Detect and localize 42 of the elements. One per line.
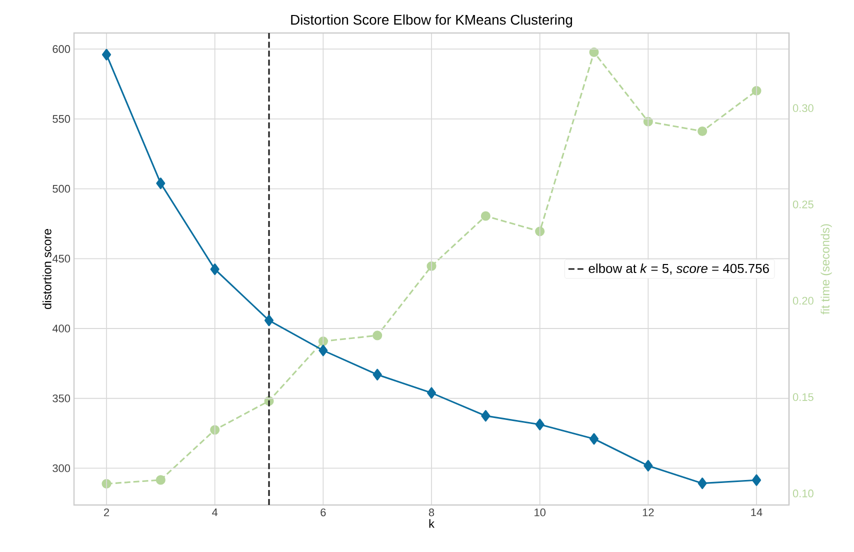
x-tick-label: 10	[534, 508, 546, 516]
y-tick-label: 300	[52, 464, 70, 472]
point	[644, 460, 653, 472]
point	[426, 387, 436, 399]
y-tick-label: 600	[52, 45, 70, 53]
point	[480, 211, 490, 221]
point	[752, 474, 762, 486]
y-tick-label: 450	[52, 254, 70, 263]
chart-title: Distortion Score Elbow for KMeans Clustering	[291, 14, 572, 28]
ref-line-label: elbow at k = 5, score = 405.756	[588, 264, 769, 275]
y2-tick-label: 0.30	[792, 104, 814, 112]
point	[698, 126, 708, 136]
y-tick-label: 350	[52, 394, 70, 402]
y-tick-label: 500	[52, 184, 70, 193]
point	[156, 475, 166, 485]
point	[481, 410, 490, 422]
y2-tick-label: 0.25	[792, 200, 814, 208]
point	[318, 344, 328, 356]
point	[535, 418, 544, 430]
point	[210, 263, 220, 276]
x-tick-label: 6	[320, 508, 326, 516]
y2-tick-label: 0.15	[792, 393, 814, 401]
point	[102, 48, 112, 60]
x-tick-label: 14	[751, 508, 762, 516]
x-axis-title: k	[429, 519, 435, 528]
point	[589, 433, 599, 445]
y2-axis-title: fit time (seconds)	[820, 224, 832, 314]
point	[372, 368, 382, 380]
point	[589, 47, 599, 58]
point	[372, 330, 382, 340]
y2-tick-label: 0.20	[792, 296, 814, 305]
point	[264, 314, 274, 326]
y-axis-title: distortion score	[42, 229, 52, 310]
point	[698, 478, 707, 490]
x-tick-label: 12	[642, 508, 654, 516]
point	[156, 178, 166, 190]
y-tick-label: 550	[52, 115, 70, 123]
y-tick-label: 400	[52, 324, 70, 332]
x-tick-label: 2	[104, 508, 110, 516]
x-tick-label: 4	[212, 508, 218, 516]
x-tick-label: 8	[428, 508, 434, 516]
y2-tick-label: 0.10	[792, 490, 814, 498]
